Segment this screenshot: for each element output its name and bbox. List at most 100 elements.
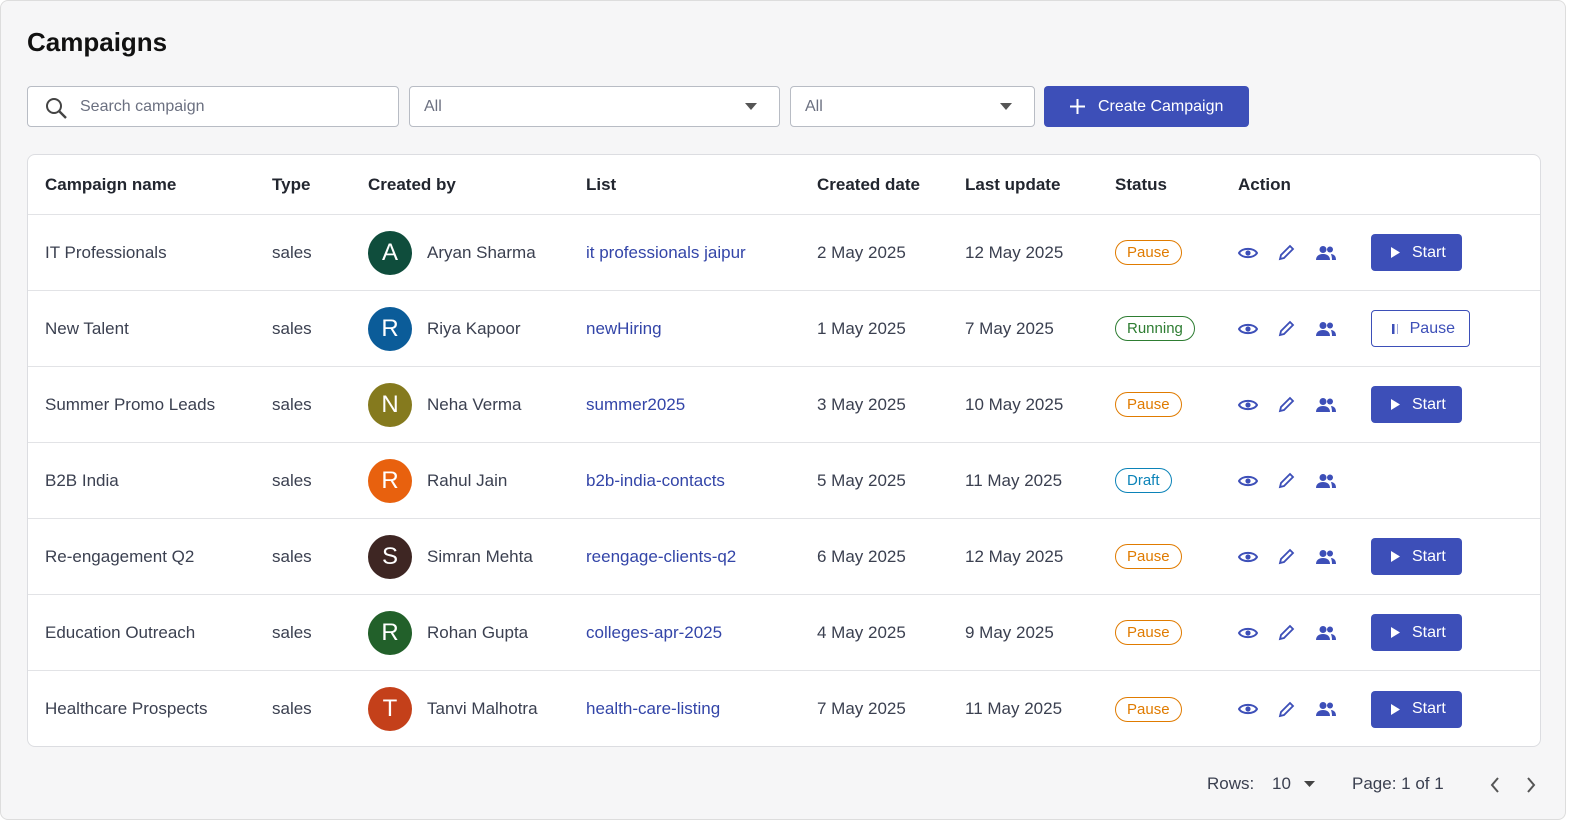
play-icon [1391,627,1400,638]
column-header: Last update [965,174,1061,194]
table-row: IT Professionals sales A Aryan Sharma it pro… [28,215,1540,291]
action-button[interactable]: Start [1371,614,1462,651]
filter-value: All [424,97,442,115]
action-label: Pause [1409,319,1455,337]
action-icons [1238,320,1371,337]
list-name[interactable]: health-care-listing [586,699,721,718]
rows-select[interactable]: 10 [1272,774,1315,794]
edit-icon[interactable] [1278,396,1295,413]
campaign-type: sales [272,318,312,338]
action-button[interactable]: Start [1371,234,1462,271]
action-label: Start [1412,243,1446,261]
view-icon[interactable] [1238,550,1258,564]
updated-date: 11 May 2025 [965,699,1063,718]
list-link: health-care-listing [586,699,817,719]
edit-icon[interactable] [1278,548,1295,565]
view-icon[interactable] [1238,398,1258,412]
filter-select[interactable]: All [409,86,780,127]
avatar: R [368,458,412,503]
contacts-icon[interactable] [1315,549,1336,565]
edit-icon[interactable] [1278,624,1295,641]
action-cell: Pause [1371,310,1540,347]
edit-icon[interactable] [1278,320,1295,337]
creator: T Tanvi Malhotra [368,687,586,731]
updated-date: 12 May 2025 [965,242,1064,262]
create-button[interactable]: Create Campaign [1044,86,1249,127]
action-button[interactable]: Pause [1371,310,1470,347]
rows-value: 10 [1272,774,1291,793]
search-placeholder: Search campaign [80,97,205,115]
action-icons [1238,244,1371,261]
avatar: S [368,534,412,579]
table-row: Summer Promo Leads sales N Neha Verma summer… [28,367,1540,443]
contacts-icon[interactable] [1315,245,1336,261]
status-badge: Pause [1115,392,1182,417]
campaign-name: Education Outreach [45,622,196,642]
list-name[interactable]: reengage-clients-q2 [586,546,737,566]
list-name[interactable]: summer2025 [586,394,686,414]
list-link: reengage-clients-q2 [586,547,817,567]
header-row: Campaign name Type Created by List Created d… [28,155,1540,215]
status-badge: Pause [1115,240,1182,265]
table-row: Re-engagement Q2 sales S Simran Mehta reenga… [28,519,1540,595]
view-icon[interactable] [1238,246,1258,260]
action-button[interactable]: Start [1371,538,1462,575]
campaign-table: Campaign name Type Created by List Created d… [27,154,1541,747]
view-icon[interactable] [1238,626,1258,640]
column-header: Campaign name [45,174,177,194]
creator: R Rohan Gupta [368,610,586,655]
view-icon[interactable] [1238,702,1258,716]
creator-name: Rohan Gupta [427,622,529,642]
campaign-name: Healthcare Prospects [45,699,208,718]
status-cell: Pause [1115,392,1238,417]
contacts-icon[interactable] [1315,321,1336,337]
contacts-icon[interactable] [1315,473,1336,489]
action-label: Start [1412,395,1446,413]
view-icon[interactable] [1238,322,1258,336]
updated-date: 10 May 2025 [965,394,1064,414]
page-label: Page: 1 of 1 [1352,774,1444,793]
campaign-name: IT Professionals [45,242,167,262]
action-label: Start [1412,700,1446,717]
view-icon[interactable] [1238,474,1258,488]
contacts-icon[interactable] [1315,397,1336,413]
search-icon [46,98,67,119]
plus-icon [1070,99,1085,114]
contacts-icon[interactable] [1315,625,1336,641]
avatar: T [368,687,412,731]
list-name[interactable]: newHiring [586,318,662,338]
campaign-type: sales [272,470,312,490]
action-label: Start [1412,623,1446,641]
edit-icon[interactable] [1278,244,1295,261]
creator-name: Neha Verma [427,394,522,414]
contacts-icon[interactable] [1315,701,1336,717]
avatar: R [368,306,412,351]
list-link: summer2025 [586,395,817,415]
creator: R Riya Kapoor [368,306,586,351]
status-cell: Pause [1115,620,1238,645]
campaign-name: Summer Promo Leads [45,394,216,414]
list-name[interactable]: b2b-india-contacts [586,470,725,490]
edit-icon[interactable] [1278,472,1295,489]
action-button[interactable]: Start [1371,386,1462,423]
prev-page[interactable] [1489,776,1501,794]
created-date: 5 May 2025 [817,470,906,490]
creator: N Neha Verma [368,382,586,427]
list-name[interactable]: colleges-apr-2025 [586,622,723,642]
action-icons [1238,548,1371,565]
column-header: Created date [817,174,920,194]
created-date: 4 May 2025 [817,622,906,642]
filter-select[interactable]: All [790,86,1035,127]
search-input[interactable]: Search campaign [27,86,399,127]
action-button[interactable]: Start [1371,690,1462,728]
status-cell: Draft [1115,468,1238,493]
edit-icon[interactable] [1278,701,1295,718]
list-link: newHiring [586,319,817,339]
next-page[interactable] [1525,776,1537,794]
creator-name: Simran Mehta [427,546,533,566]
campaign-name: New Talent [45,318,129,338]
list-name[interactable]: it professionals jaipur [586,242,746,262]
rows-label: Rows: [1207,774,1255,793]
action-icons [1238,472,1371,489]
list-link: it professionals jaipur [586,243,817,263]
